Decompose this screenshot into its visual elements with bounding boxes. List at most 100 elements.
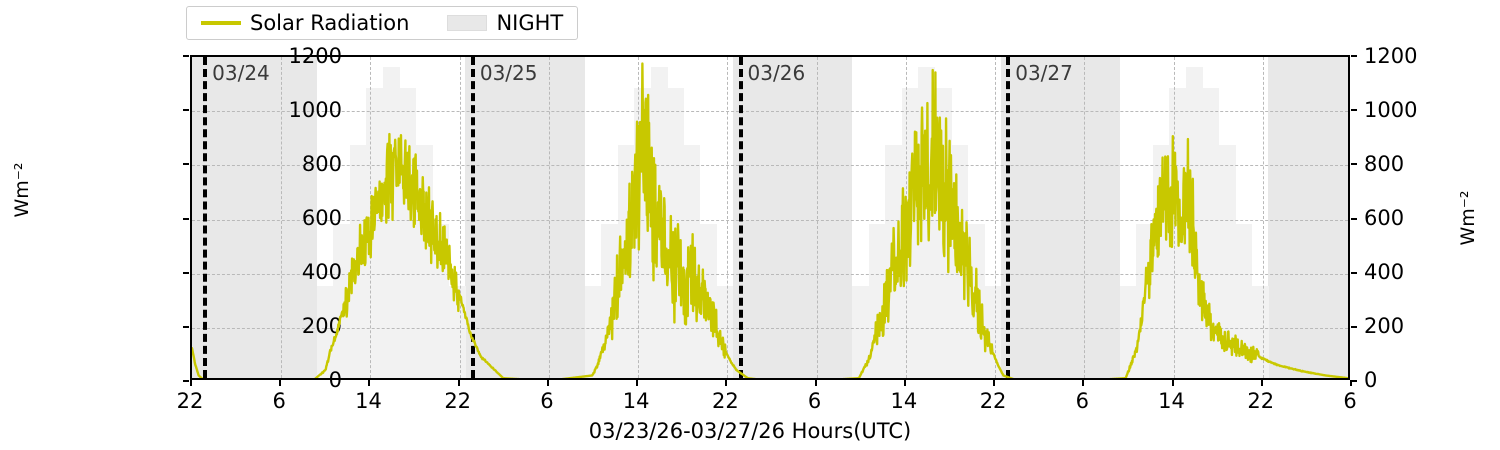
day-separator-03/27 (1006, 57, 1011, 378)
ytick-label-right-200: 200 (1364, 314, 1405, 338)
gridline-vertical (1262, 57, 1264, 378)
y-axis-label-right: Wm⁻² (1457, 190, 1479, 246)
xtick-label-7: 6 (807, 389, 822, 413)
clear-sky-envelope-step (1235, 223, 1253, 378)
ytick-mark-right-800 (1351, 163, 1357, 166)
legend-entry-night[interactable]: NIGHT (447, 11, 563, 35)
xtick-mark-1 (279, 380, 282, 386)
xtick-mark-2 (368, 380, 371, 386)
gridline-horizontal (192, 165, 1348, 167)
xtick-mark-13 (1350, 380, 1352, 386)
ytick-label-left-400: 400 (301, 260, 342, 284)
xtick-mark-11 (1171, 380, 1174, 386)
ytick-mark-right-600 (1351, 217, 1357, 220)
clear-sky-envelope-step (984, 285, 1002, 378)
ytick-label-left-600: 600 (301, 206, 342, 230)
xtick-mark-6 (725, 380, 728, 386)
xtick-mark-0 (190, 380, 192, 386)
xtick-label-13: 6 (1343, 389, 1357, 413)
day-label-03/25: 03/25 (479, 61, 538, 85)
clear-sky-envelope-step (584, 285, 602, 378)
xtick-label-11: 14 (1158, 389, 1185, 413)
xtick-mark-12 (1260, 380, 1263, 386)
x-axis-label: 03/23/26-03/27/26 Hours(UTC) (588, 419, 912, 443)
xtick-label-3: 22 (444, 389, 472, 413)
ytick-mark-left-0 (183, 380, 189, 382)
xtick-label-8: 14 (890, 389, 918, 413)
ytick-label-right-1200: 1200 (1364, 44, 1418, 68)
ytick-mark-left-400 (183, 271, 189, 274)
night-band-3 (1000, 57, 1120, 378)
clear-sky-envelope-step (333, 223, 351, 378)
ytick-label-right-800: 800 (1364, 152, 1405, 176)
gridline-vertical (1173, 57, 1175, 378)
xtick-mark-8 (903, 380, 906, 386)
gridline-vertical (727, 57, 729, 378)
ytick-mark-right-1000 (1351, 109, 1357, 112)
ytick-mark-right-0 (1351, 380, 1357, 382)
ytick-mark-left-600 (183, 217, 189, 220)
xtick-label-9: 22 (979, 389, 1007, 413)
gridline-vertical (816, 57, 818, 378)
night-band-2 (732, 57, 853, 378)
solar-radiation-line-icon (201, 21, 241, 25)
plot-inner: 03/24 03/25 03/26 03/27 (192, 57, 1348, 378)
gridline-horizontal (192, 273, 1348, 275)
gridline-vertical (548, 57, 550, 378)
xtick-mark-4 (546, 380, 549, 386)
clear-sky-envelope-step (1218, 145, 1236, 378)
clear-sky-envelope-step (448, 285, 466, 378)
gridline-vertical (281, 57, 283, 378)
ytick-mark-right-1200 (1351, 55, 1357, 57)
clear-sky-envelope-step (852, 285, 870, 378)
xtick-mark-10 (1082, 380, 1085, 386)
chart-legend: Solar Radiation NIGHT (186, 6, 579, 40)
y-axis-label-left: Wm⁻² (11, 162, 33, 218)
ytick-label-left-1000: 1000 (288, 98, 342, 122)
xtick-label-12: 22 (1247, 389, 1275, 413)
day-separator-03/25 (470, 57, 475, 378)
ytick-mark-left-800 (183, 163, 189, 166)
gridline-horizontal (192, 327, 1348, 329)
solar-radiation-series-svg (192, 62, 1348, 378)
xtick-label-0: 22 (176, 389, 204, 413)
ytick-mark-right-400 (1351, 271, 1357, 274)
ytick-label-right-0: 0 (1364, 368, 1378, 392)
day-label-03/27: 03/27 (1015, 61, 1073, 85)
legend-label-solar-radiation: Solar Radiation (250, 11, 410, 35)
xtick-label-1: 6 (272, 389, 286, 413)
plot-area: 03/24 03/25 03/26 03/27 (190, 55, 1350, 380)
xtick-label-4: 6 (540, 389, 554, 413)
clear-sky-envelope-step (1120, 285, 1137, 378)
gridline-horizontal (192, 111, 1348, 113)
xtick-label-2: 14 (355, 389, 382, 413)
night-band-0 (192, 57, 317, 378)
clear-sky-envelope-step (716, 285, 734, 378)
day-separator-03/24 (203, 57, 208, 378)
legend-label-night: NIGHT (496, 11, 564, 35)
day-label-03/26: 03/26 (747, 61, 806, 85)
xtick-label-5: 14 (622, 389, 650, 413)
gridline-vertical (1084, 57, 1086, 378)
legend-entry-solar-radiation[interactable]: Solar Radiation (201, 11, 409, 35)
xtick-mark-5 (636, 380, 639, 386)
ytick-label-left-800: 800 (301, 152, 342, 176)
xtick-mark-3 (457, 380, 460, 386)
solar-radiation-line (192, 62, 1348, 378)
ytick-mark-left-1200 (183, 55, 189, 57)
day-label-03/24: 03/24 (212, 61, 270, 85)
ytick-label-right-400: 400 (1364, 260, 1405, 284)
xtick-mark-9 (993, 380, 996, 386)
ytick-label-right-1000: 1000 (1364, 98, 1418, 122)
ytick-mark-left-1000 (183, 109, 189, 112)
ytick-label-left-0: 0 (328, 368, 342, 392)
gridline-vertical (459, 57, 461, 378)
ytick-mark-left-200 (183, 325, 189, 328)
night-band-1 (465, 57, 585, 378)
xtick-mark-7 (814, 380, 817, 386)
ytick-mark-right-200 (1351, 325, 1357, 328)
ytick-label-right-600: 600 (1364, 206, 1405, 230)
gridline-horizontal (192, 219, 1348, 221)
night-swatch-icon (447, 15, 488, 31)
